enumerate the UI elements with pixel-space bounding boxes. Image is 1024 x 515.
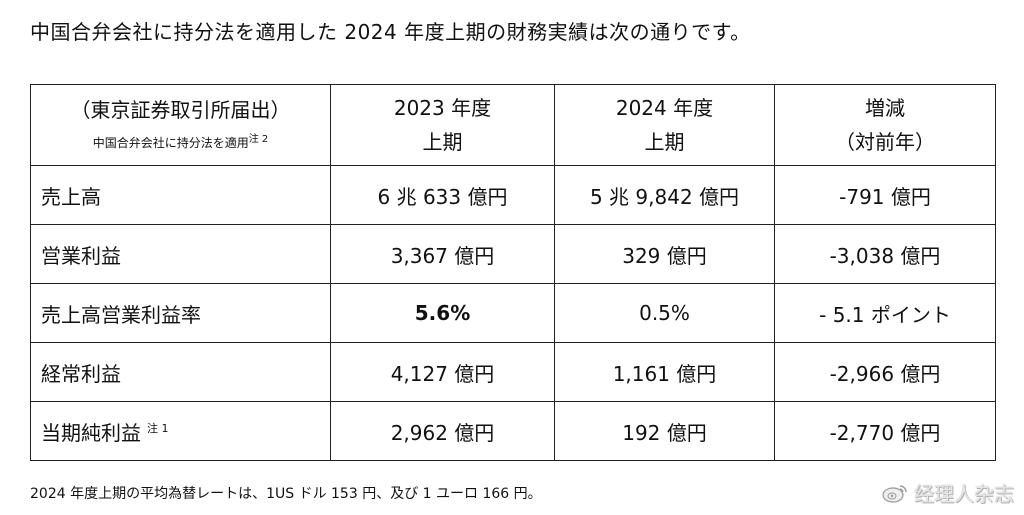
row-label: 営業利益 xyxy=(30,224,331,284)
value-fy2023: 5.6% xyxy=(330,283,555,343)
intro-text: 中国合弁会社に持分法を適用した 2024 年度上期の財務実績は次の通りです。 xyxy=(30,20,751,44)
value-change: -791 億円 xyxy=(774,165,996,225)
value-fy2023: 4,127 億円 xyxy=(330,342,555,402)
header-source-sublabel: 中国合弁会社に持分法を適用注 2 xyxy=(92,134,269,151)
exchange-rate-footnote: 2024 年度上期の平均為替レートは、1US ドル 153 円、及び 1 ユーロ… xyxy=(30,486,542,502)
table-row-ordinary-profit: 経常利益 4,127 億円 1,161 億円 -2,966 億円 xyxy=(30,342,996,402)
table-header-row: （東京証券取引所届出） 中国合弁会社に持分法を適用注 2 2023 年度 上期 … xyxy=(30,84,996,166)
value-change: -2,770 億円 xyxy=(774,401,996,461)
watermark: 经理人杂志 xyxy=(882,478,1014,507)
value-fy2023: 2,962 億円 xyxy=(330,401,555,461)
table-row-revenue: 売上高 6 兆 633 億円 5 兆 9,842 億円 -791 億円 xyxy=(30,165,996,225)
note-1-marker: 注 1 xyxy=(147,421,169,435)
value-change: -3,038 億円 xyxy=(774,224,996,284)
watermark-text: 经理人杂志 xyxy=(914,482,1014,506)
note-2-marker: 注 2 xyxy=(248,134,269,145)
value-change: - 5.1 ポイント xyxy=(774,283,996,343)
table-row-net-income: 当期純利益注 1 2,962 億円 192 億円 -2,770 億円 xyxy=(30,401,996,461)
header-cell-fy2024: 2024 年度 上期 xyxy=(554,84,775,166)
value-fy2024: 0.5% xyxy=(554,283,775,343)
header-source-label: （東京証券取引所届出） xyxy=(70,98,291,122)
value-fy2024: 192 億円 xyxy=(554,401,775,461)
row-label-cell: 当期純利益注 1 xyxy=(30,401,331,461)
value-change: -2,966 億円 xyxy=(774,342,996,402)
row-label: 当期純利益 xyxy=(41,420,141,445)
value-fy2024: 329 億円 xyxy=(554,224,775,284)
value-fy2023: 6 兆 633 億円 xyxy=(330,165,555,225)
header-cell-source: （東京証券取引所届出） 中国合弁会社に持分法を適用注 2 xyxy=(30,84,331,166)
weibo-logo-icon xyxy=(882,484,907,503)
row-label: 売上高 xyxy=(30,165,331,225)
value-fy2023: 3,367 億円 xyxy=(330,224,555,284)
table-row-operating-margin: 売上高営業利益率 5.6% 0.5% - 5.1 ポイント xyxy=(30,283,996,343)
financial-results-table: （東京証券取引所届出） 中国合弁会社に持分法を適用注 2 2023 年度 上期 … xyxy=(30,84,996,461)
row-label: 経常利益 xyxy=(30,342,331,402)
header-cell-change: 増減 （対前年） xyxy=(774,84,996,166)
row-label: 売上高営業利益率 xyxy=(30,283,331,343)
value-fy2024: 5 兆 9,842 億円 xyxy=(554,165,775,225)
value-fy2024: 1,161 億円 xyxy=(554,342,775,402)
header-cell-fy2023: 2023 年度 上期 xyxy=(330,84,555,166)
table-row-operating-profit: 営業利益 3,367 億円 329 億円 -3,038 億円 xyxy=(30,224,996,284)
